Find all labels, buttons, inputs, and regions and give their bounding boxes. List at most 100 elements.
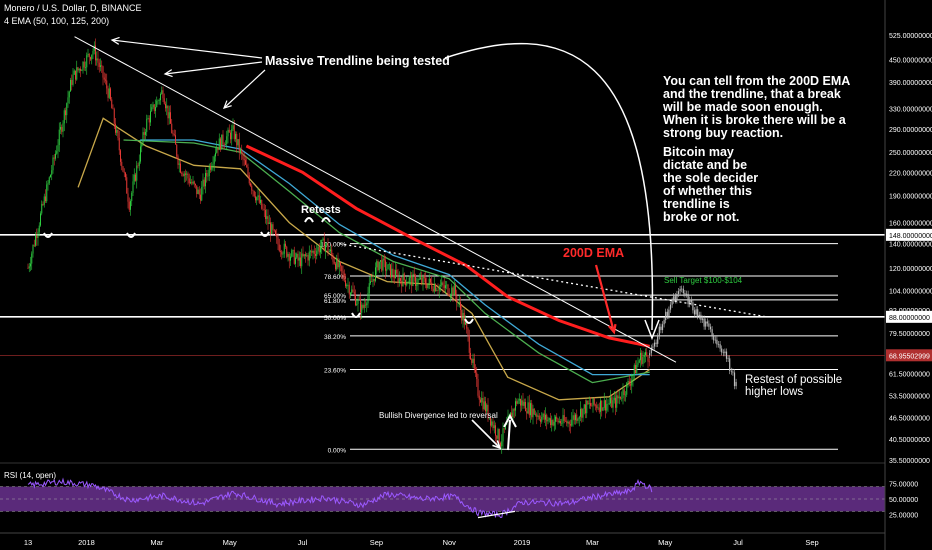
projection-candle bbox=[721, 345, 723, 356]
ema200-arrow bbox=[594, 264, 616, 333]
candle bbox=[461, 304, 463, 324]
arrow-to-third-touch-head bbox=[222, 100, 232, 109]
candle-body bbox=[380, 260, 381, 262]
candle-body bbox=[212, 163, 214, 167]
projection-candle bbox=[709, 323, 712, 333]
candle-body bbox=[608, 403, 610, 405]
candle-body bbox=[127, 193, 129, 202]
candle-body bbox=[258, 195, 260, 203]
candle-body bbox=[301, 253, 303, 267]
candle bbox=[455, 282, 456, 300]
candle bbox=[570, 419, 571, 434]
candle-body bbox=[48, 177, 50, 184]
candle bbox=[630, 378, 631, 391]
price-marker-lines bbox=[0, 234, 885, 356]
candle-body bbox=[121, 161, 123, 167]
candle-body bbox=[287, 253, 289, 257]
candle bbox=[631, 373, 633, 394]
candle-body bbox=[168, 112, 170, 119]
candle-body bbox=[580, 408, 581, 417]
candle-body bbox=[305, 254, 306, 256]
candle bbox=[477, 374, 479, 398]
candle-body bbox=[538, 415, 540, 420]
projection-candle bbox=[687, 290, 689, 308]
candle bbox=[540, 415, 541, 428]
candle bbox=[123, 168, 125, 178]
candle bbox=[495, 422, 496, 442]
candle bbox=[462, 308, 464, 328]
fib-levels: 100.00% 78.60% 65.00%61.80% 50.00% 38.20% 23.… bbox=[320, 242, 838, 454]
candle-body bbox=[346, 284, 348, 287]
candle-body bbox=[440, 285, 441, 287]
candle-body bbox=[431, 282, 433, 289]
candle bbox=[471, 358, 473, 366]
candle-body bbox=[63, 110, 65, 124]
candle bbox=[113, 107, 115, 130]
candle-body bbox=[632, 374, 634, 380]
price-tick-label: 160.00000000 bbox=[889, 221, 932, 228]
candle bbox=[211, 162, 213, 172]
candle bbox=[190, 175, 191, 185]
time-axis[interactable]: 13 2018 Mar May Jul Sep Nov 2019 Mar May Jul Sep bbox=[0, 532, 885, 547]
candle bbox=[513, 407, 515, 419]
ema-lines bbox=[77, 117, 651, 401]
candle bbox=[318, 242, 320, 256]
candle bbox=[606, 397, 608, 414]
time-tick-label: Jul bbox=[733, 538, 743, 547]
candle-body bbox=[237, 139, 239, 146]
candle bbox=[135, 172, 136, 182]
candle bbox=[228, 124, 230, 133]
candle bbox=[536, 412, 538, 425]
candle bbox=[620, 396, 621, 400]
projection-body bbox=[679, 289, 681, 292]
candle-body bbox=[223, 144, 225, 145]
price-marker-label: 68.95502999 bbox=[889, 353, 930, 360]
projection-body bbox=[732, 371, 734, 373]
candle bbox=[195, 183, 196, 189]
candle-body bbox=[302, 253, 304, 257]
candle bbox=[478, 390, 480, 407]
fib-label: 0.00% bbox=[328, 447, 347, 454]
candle bbox=[408, 275, 410, 290]
candle-body bbox=[445, 285, 446, 289]
candle bbox=[437, 283, 439, 295]
candle bbox=[168, 105, 170, 125]
candle bbox=[413, 266, 415, 282]
candle-body bbox=[203, 179, 205, 187]
candle-body bbox=[118, 137, 120, 151]
candle-body bbox=[116, 129, 118, 133]
candle bbox=[110, 87, 111, 102]
candle bbox=[586, 399, 588, 419]
candle-body bbox=[138, 161, 140, 166]
candle-body bbox=[522, 400, 524, 406]
candle bbox=[556, 413, 558, 422]
candle-body bbox=[133, 174, 135, 182]
candle bbox=[90, 56, 91, 62]
candle-body bbox=[533, 408, 535, 415]
candle bbox=[145, 128, 146, 142]
projection-body bbox=[676, 293, 678, 301]
candle-body bbox=[547, 419, 549, 422]
candle-body bbox=[178, 163, 180, 165]
candle-body bbox=[435, 284, 436, 291]
projection-candle bbox=[673, 293, 675, 304]
projection-body bbox=[697, 309, 699, 317]
candle-body bbox=[292, 250, 294, 251]
candle-body bbox=[311, 250, 313, 253]
candle bbox=[518, 393, 520, 404]
candle-body bbox=[97, 58, 99, 63]
candle bbox=[232, 118, 234, 132]
candle bbox=[157, 99, 159, 105]
candle-body bbox=[393, 275, 395, 279]
price-axis[interactable]: 525.00000000 450.00000000 390.00000000 330.… bbox=[884, 0, 932, 550]
candle-body bbox=[321, 239, 323, 248]
candle bbox=[397, 268, 399, 288]
projection-body bbox=[698, 314, 700, 317]
candle-body bbox=[100, 65, 101, 67]
candle bbox=[501, 434, 503, 454]
candle-body bbox=[210, 166, 211, 170]
candle-body bbox=[541, 417, 543, 422]
candle bbox=[337, 252, 339, 270]
candle bbox=[387, 264, 389, 270]
